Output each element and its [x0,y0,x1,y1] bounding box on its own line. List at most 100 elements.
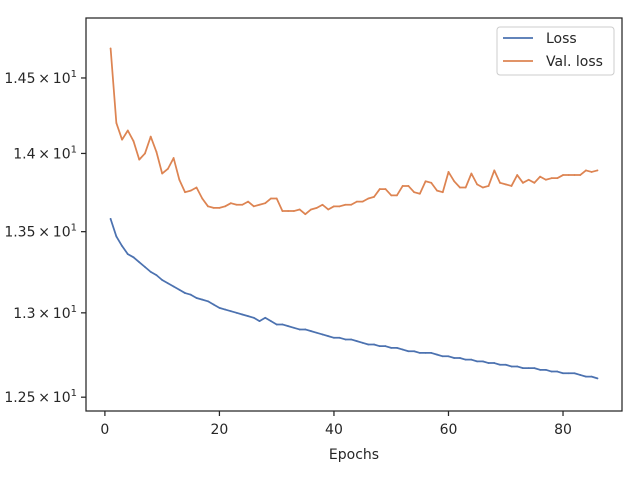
data-point [510,365,513,368]
data-point [499,363,501,366]
data-point [126,129,129,132]
data-point [562,174,564,176]
data-point [476,183,479,186]
data-point [275,323,278,326]
data-point [556,370,559,373]
x-tick-label: 40 [325,422,343,438]
data-point [504,363,507,366]
data-point [321,203,324,206]
data-point [464,358,467,361]
data-point [567,174,570,176]
data-point [189,293,192,296]
data-point [109,47,112,50]
data-point [413,350,416,353]
data-point [401,185,404,187]
data-point [373,196,375,198]
data-point [218,306,221,309]
data-point [229,202,232,205]
plot-frame [85,17,623,412]
data-point [447,171,450,173]
y-tick-label: 1.3 × 101 [13,304,77,322]
data-point [579,374,582,376]
data-point [573,174,576,176]
data-point [539,175,542,178]
data-point [596,169,599,172]
data-point [447,355,450,358]
data-point [201,298,204,301]
data-point [224,205,227,208]
data-point [418,352,421,354]
data-point [499,181,501,184]
data-point [378,345,381,348]
data-point [281,323,284,326]
data-point [207,205,209,208]
x-axis-label: Epochs [329,447,379,463]
data-point [436,353,438,356]
data-point [212,207,215,209]
plot-background [86,18,622,411]
series-line-loss [109,218,599,380]
y-tick-label: 1.4 × 101 [13,144,77,162]
x-tick-label: 20 [211,422,229,438]
data-point [252,205,255,208]
data-point [258,203,261,206]
data-point [207,300,209,303]
data-point [344,203,347,206]
data-point [155,274,158,277]
legend-label-loss: Loss [546,31,577,47]
data-point [487,362,490,364]
data-point [550,370,553,373]
data-point [407,185,410,187]
data-point [476,360,479,363]
data-point [487,185,490,187]
data-point [585,375,587,378]
y-axis: 1.25 × 101 1.3 × 101 1.35 × 101 1.4 × 101 1.… [4,69,86,406]
data-point [396,194,398,197]
data-point [413,191,416,194]
data-point [304,213,307,216]
data-point [184,191,186,194]
data-point [121,138,123,141]
data-point [315,331,318,334]
data-point [590,171,593,173]
data-point [281,210,284,212]
data-point [533,181,536,184]
data-point [441,191,444,194]
data-point [579,174,582,176]
data-point [247,200,249,203]
data-point [178,178,181,181]
data-point [585,169,587,172]
data-point [298,208,301,211]
data-point [161,172,164,175]
data-point [344,338,347,341]
series-points-loss [109,218,599,380]
data-point [189,189,192,192]
y-tick-label: 1.45 × 101 [4,69,77,87]
data-point [149,270,152,273]
data-point [355,340,358,343]
data-point [470,172,473,175]
data-point [522,367,524,370]
legend-label-val-loss: Val. loss [546,54,603,70]
data-point [384,345,387,348]
data-point [126,253,129,255]
data-point [315,207,318,209]
data-point [596,377,599,380]
data-point [350,338,353,341]
data-point [481,186,484,189]
data-point [390,194,393,197]
series-layer [109,47,599,380]
data-point [138,261,141,264]
data-point [453,180,456,183]
data-point [258,320,261,323]
data-point [224,308,227,311]
data-point [195,186,198,189]
data-point [430,181,433,184]
data-point [247,315,249,318]
data-point [401,348,404,351]
data-point [172,285,175,288]
data-point [361,200,364,203]
data-point [384,188,387,190]
data-point [184,292,186,294]
